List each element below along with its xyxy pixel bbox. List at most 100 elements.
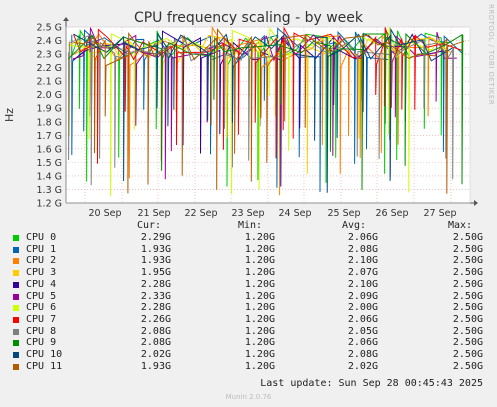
legend-value-min: 1.20G bbox=[244, 232, 275, 243]
legend-value-max: 2.50G bbox=[452, 313, 483, 325]
legend-series-name: CPU 10 bbox=[26, 349, 63, 360]
legend-value-cur: 2.33G bbox=[140, 290, 171, 302]
y-tick-label: 1.5 G bbox=[37, 158, 63, 169]
legend-series-name: CPU 8 bbox=[26, 325, 57, 337]
series-line-cpu-9 bbox=[68, 32, 464, 190]
legend-row: CPU 10 2.02G 1.20G 2.08G 2.50G bbox=[10, 349, 490, 361]
legend-series-name: CPU 0 bbox=[26, 232, 57, 243]
legend-swatch bbox=[13, 340, 19, 347]
last-update: Last update: Sun Sep 28 00:45:43 2025 bbox=[260, 378, 483, 389]
x-tick-label: 23 Sep bbox=[231, 208, 264, 219]
legend-value-cur: 2.26G bbox=[140, 313, 171, 325]
legend-value-min: 1.20G bbox=[244, 255, 275, 267]
x-tick-label: 20 Sep bbox=[88, 208, 121, 219]
legend-swatch bbox=[13, 363, 19, 370]
legend-value-max: 2.50G bbox=[452, 255, 483, 267]
legend-series-name: CPU 3 bbox=[26, 267, 57, 279]
legend-header-cur: Cur: bbox=[137, 220, 162, 231]
legend-swatch bbox=[13, 352, 19, 358]
legend-value-min: 1.20G bbox=[244, 278, 275, 290]
x-tick-label: 25 Sep bbox=[327, 208, 360, 219]
legend-value-max: 2.50G bbox=[452, 337, 483, 349]
legend-value-cur: 2.28G bbox=[140, 302, 171, 314]
munin-version: Munin 2.0.76 bbox=[225, 393, 272, 401]
y-tick-label: 1.8 G bbox=[37, 117, 63, 128]
y-tick-label: 2.3 G bbox=[37, 50, 63, 61]
legend-header-min: Min: bbox=[238, 220, 263, 231]
legend-series-name: CPU 11 bbox=[26, 360, 63, 372]
legend-value-min: 1.20G bbox=[244, 290, 275, 302]
legend-swatch bbox=[13, 281, 19, 288]
y-tick-label: 2.2 G bbox=[37, 63, 63, 74]
legend-value-avg: 2.06G bbox=[347, 232, 378, 243]
y-tick-label: 2.0 G bbox=[37, 90, 63, 101]
y-tick-label: 1.9 G bbox=[37, 104, 63, 115]
x-tick-label: 26 Sep bbox=[375, 208, 408, 219]
legend-row: CPU 6 2.28G 1.20G 2.00G 2.50G bbox=[10, 302, 490, 314]
legend-row: CPU 11 1.93G 1.20G 2.02G 2.50G bbox=[10, 361, 490, 373]
legend-series-name: CPU 9 bbox=[26, 337, 57, 349]
legend-value-cur: 1.93G bbox=[140, 243, 171, 255]
legend-value-cur: 2.02G bbox=[140, 349, 171, 360]
legend-value-min: 1.20G bbox=[244, 243, 275, 255]
legend-row: CPU 4 2.28G 1.20G 2.10G 2.50G bbox=[10, 279, 490, 291]
y-tick-label: 2.1 G bbox=[37, 77, 63, 88]
legend-value-avg: 2.09G bbox=[347, 290, 378, 302]
legend-value-avg: 2.06G bbox=[347, 313, 378, 325]
legend-value-cur: 2.29G bbox=[140, 232, 171, 243]
legend-value-max: 2.50G bbox=[452, 243, 483, 255]
legend-value-cur: 1.93G bbox=[140, 255, 171, 267]
legend-value-avg: 2.07G bbox=[347, 267, 378, 279]
legend-header-max: Max: bbox=[448, 220, 473, 231]
legend-swatch bbox=[13, 305, 19, 312]
legend-swatch bbox=[13, 316, 19, 323]
legend-value-avg: 2.05G bbox=[347, 325, 378, 337]
legend-swatch bbox=[13, 235, 19, 241]
legend-value-avg: 2.00G bbox=[347, 302, 378, 314]
legend-value-avg: 2.06G bbox=[347, 337, 378, 349]
legend-value-min: 1.20G bbox=[244, 360, 275, 372]
x-tick-label: 24 Sep bbox=[278, 208, 311, 219]
legend-row: CPU 2 1.93G 1.20G 2.10G 2.50G bbox=[10, 255, 490, 267]
y-axis-arrow bbox=[63, 17, 69, 21]
x-axis-arrow bbox=[474, 200, 478, 206]
legend-value-cur: 1.95G bbox=[140, 267, 171, 279]
legend-value-cur: 2.08G bbox=[140, 325, 171, 337]
legend-value-max: 2.50G bbox=[452, 267, 483, 279]
legend-value-avg: 2.02G bbox=[347, 360, 378, 372]
legend-value-max: 2.50G bbox=[452, 325, 483, 337]
y-tick-label: 1.6 G bbox=[37, 144, 63, 155]
legend-swatch bbox=[13, 258, 19, 265]
legend-row: CPU 8 2.08G 1.20G 2.05G 2.50G bbox=[10, 326, 490, 338]
legend-value-min: 1.20G bbox=[244, 349, 275, 360]
y-tick-label: 1.3 G bbox=[37, 185, 63, 196]
legend-swatch bbox=[13, 270, 19, 277]
y-tick-label: 2.4 G bbox=[37, 36, 63, 47]
y-tick-label: 2.5 G bbox=[37, 23, 63, 34]
legend-value-avg: 2.08G bbox=[347, 243, 378, 255]
series-line-cpu-8 bbox=[68, 34, 454, 186]
legend-value-max: 2.50G bbox=[452, 278, 483, 290]
legend-series-name: CPU 1 bbox=[26, 243, 57, 255]
x-tick-label: 27 Sep bbox=[423, 208, 456, 219]
legend-header-avg: Avg: bbox=[342, 220, 367, 231]
legend-value-avg: 2.10G bbox=[347, 278, 378, 290]
legend-series-name: CPU 4 bbox=[26, 278, 57, 290]
legend-row: CPU 7 2.26G 1.20G 2.06G 2.50G bbox=[10, 314, 490, 326]
chart-title: CPU frequency scaling - by week bbox=[133, 10, 364, 26]
rrdtool-label: RRDTOOL / TOBI OETIKER bbox=[487, 4, 495, 106]
legend-series-name: CPU 5 bbox=[26, 290, 57, 302]
x-tick-label: 21 Sep bbox=[137, 208, 170, 219]
legend-value-cur: 2.08G bbox=[140, 337, 171, 349]
series-line-cpu-11 bbox=[73, 28, 465, 194]
legend-value-max: 2.50G bbox=[452, 360, 483, 372]
legend-value-avg: 2.08G bbox=[347, 349, 378, 360]
legend-value-min: 1.20G bbox=[244, 325, 275, 337]
legend-row: CPU 1 1.93G 1.20G 2.08G 2.50G bbox=[10, 244, 490, 256]
legend-value-max: 2.50G bbox=[452, 302, 483, 314]
y-tick-label: 1.4 G bbox=[37, 171, 63, 182]
legend-swatch bbox=[13, 246, 19, 253]
y-tick-label: 1.7 G bbox=[37, 131, 63, 142]
legend-value-max: 2.50G bbox=[452, 232, 483, 243]
